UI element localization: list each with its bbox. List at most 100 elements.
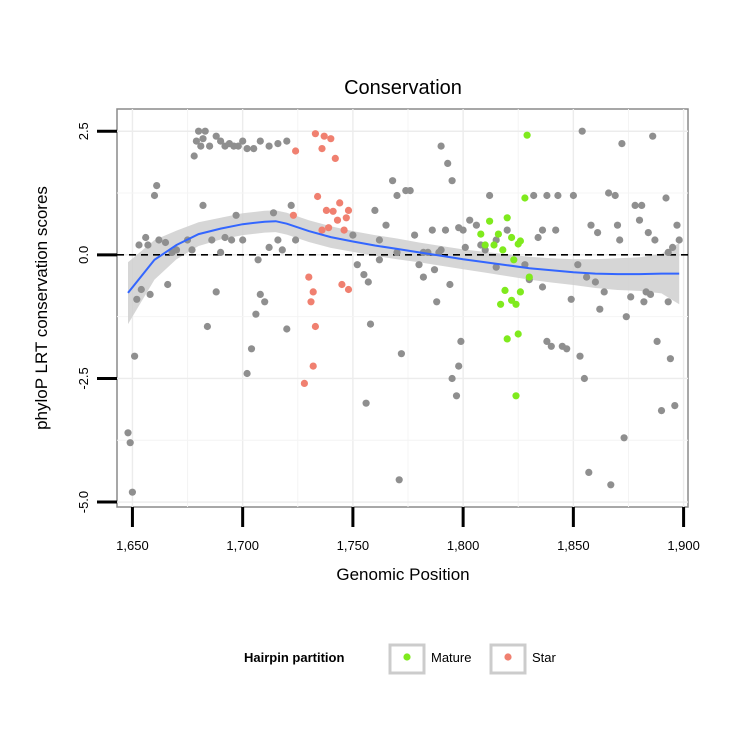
point-star (318, 145, 326, 153)
point-star (344, 285, 353, 294)
point-mature (514, 330, 522, 338)
y-tick-label: 0.0 (76, 246, 91, 264)
point-mature (525, 273, 533, 281)
point-star (292, 147, 300, 155)
point-other (552, 226, 560, 234)
point-other (208, 236, 216, 244)
point-other (375, 236, 383, 244)
point-other (195, 127, 203, 135)
chart-title: Conservation (344, 77, 462, 99)
y-tick-label: -2.5 (76, 367, 91, 389)
point-mature (499, 246, 507, 254)
x-tick-label: 1,750 (337, 538, 370, 553)
data-points (124, 127, 683, 496)
point-mature (501, 286, 509, 294)
point-other (675, 236, 683, 244)
point-other (578, 127, 586, 135)
point-other (397, 350, 405, 358)
point-other (274, 236, 282, 244)
point-other (452, 392, 461, 400)
point-other (353, 261, 361, 269)
point-other (126, 439, 134, 447)
point-other (457, 337, 465, 345)
point-other (395, 476, 403, 484)
point-other (124, 429, 132, 437)
smooth-curve (127, 220, 680, 294)
point-other (371, 206, 379, 214)
point-other (278, 246, 286, 254)
point-other (649, 132, 657, 140)
point-other (638, 201, 646, 209)
point-other (172, 246, 181, 254)
point-other (433, 298, 441, 306)
point-other (199, 201, 207, 209)
point-other (591, 278, 600, 286)
point-other (256, 137, 264, 145)
legend: Hairpin partition Mature Star (244, 643, 557, 675)
point-other (135, 241, 143, 249)
x-tick-label: 1,800 (447, 538, 480, 553)
x-tick-label: 1,850 (557, 538, 590, 553)
point-other (543, 191, 551, 200)
point-other (455, 362, 463, 370)
legend-label-mature: Mature (431, 650, 471, 665)
point-star (320, 132, 328, 140)
point-other (349, 231, 357, 239)
point-other (567, 295, 575, 303)
point-other (190, 152, 198, 160)
point-other (217, 137, 225, 145)
point-other (406, 187, 414, 195)
point-other (161, 238, 170, 247)
point-other (596, 305, 604, 313)
point-other (666, 355, 675, 363)
point-other (250, 145, 258, 153)
point-other (201, 127, 209, 135)
point-star (307, 298, 315, 306)
point-other (618, 140, 626, 148)
point-star (309, 288, 317, 296)
point-other (594, 229, 602, 237)
point-other (137, 285, 145, 294)
point-other (563, 345, 571, 353)
point-other (206, 142, 214, 150)
point-other (538, 283, 547, 291)
point-other (252, 310, 260, 318)
smooth-confidence-band (128, 210, 680, 325)
point-star (305, 273, 313, 281)
point-star (340, 226, 348, 234)
point-other (662, 194, 670, 202)
point-other (256, 290, 264, 298)
axes: 1,650 1,700 1,750 1,800 1,850 1,900 2.5 0.0 -2.5… (76, 122, 700, 553)
point-other (607, 481, 615, 489)
point-other (142, 233, 150, 242)
legend-label-star: Star (532, 650, 557, 665)
point-mature (481, 241, 489, 249)
point-other (362, 399, 370, 407)
point-mature (516, 237, 525, 245)
point-other (217, 248, 225, 256)
point-other (671, 402, 679, 410)
point-other (197, 142, 205, 150)
point-other (600, 288, 608, 296)
point-other (243, 369, 251, 378)
point-other (448, 374, 456, 383)
point-other (461, 243, 469, 251)
point-mature (516, 288, 525, 296)
point-other (192, 137, 200, 145)
point-other (669, 243, 677, 251)
point-other (611, 191, 619, 200)
y-tick-label: -5.0 (76, 491, 91, 513)
point-star (342, 214, 350, 222)
point-star (289, 211, 297, 219)
point-other (631, 201, 639, 209)
point-other (651, 236, 659, 244)
point-mature (523, 131, 531, 139)
point-mature (494, 230, 502, 238)
point-other (430, 266, 439, 274)
y-tick-label: 2.5 (76, 122, 91, 140)
point-other (673, 221, 681, 229)
point-other (389, 177, 397, 185)
point-other (613, 221, 622, 229)
point-other (441, 226, 450, 234)
point-other (199, 135, 207, 143)
